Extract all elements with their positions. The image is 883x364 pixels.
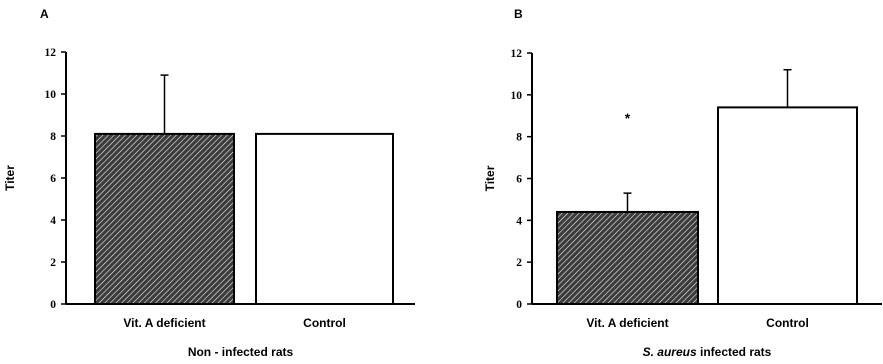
x-axis-title-italic: S. aureus [643,345,697,359]
y-tick-label: 6 [516,174,522,186]
category-label: Vit. A deficient [586,316,668,330]
y-tick-label: 6 [50,173,56,185]
y-tick-label: 10 [511,90,523,102]
y-tick-label: 2 [50,257,56,269]
bar-vit-a-deficient [94,132,235,305]
y-axis-label: Titer [483,165,497,191]
x-axis-title: Non - infected rats [188,345,294,359]
y-tick-label: 0 [516,299,522,311]
category-label: Control [303,316,346,330]
y-tick-label: 12 [45,47,57,59]
y-tick-label: 8 [516,132,522,144]
bar-vit-a-deficient [556,210,699,305]
y-tick-label: 4 [50,215,56,227]
category-label: Vit. A deficient [123,316,205,330]
panel-label: B [514,7,523,21]
bar-control [717,106,858,305]
y-tick-label: 4 [516,215,522,227]
y-axis-label: Titer [3,165,17,191]
x-axis-title: S. aureus infected rats [643,345,772,359]
y-tick-label: 2 [516,257,522,269]
y-tick-label: 10 [45,89,57,101]
category-label: Control [766,316,809,330]
y-tick-label: 0 [50,299,56,311]
significance-marker: * [625,110,631,126]
y-tick-label: 12 [511,48,523,60]
y-tick-label: 8 [50,131,56,143]
panel-a: A Vit. A deficient Control 0 2 4 6 8 10 12 Titer No… [3,7,415,359]
panel-b: B Vit. A deficient Control 0 2 4 6 8 10 12 Titer S.… [483,7,882,359]
panel-label: A [40,7,49,21]
x-axis-title-post: infected rats [697,345,772,359]
x-axis-title-post: Non - infected rats [188,345,294,359]
bar-control [255,132,394,305]
